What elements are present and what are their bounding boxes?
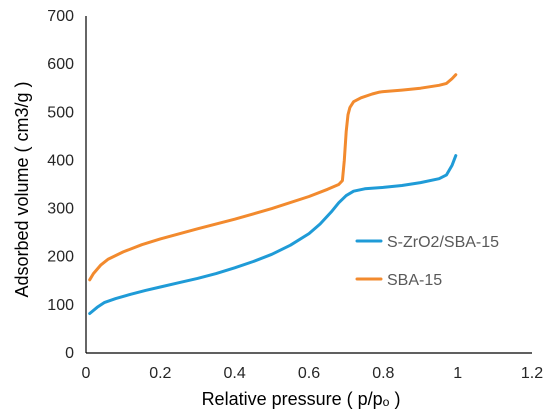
x-tick-label: 0 xyxy=(82,365,91,382)
legend-label: S-ZrO2/SBA-15 xyxy=(387,234,499,251)
y-axis-title: Adsorbed volume ( cm3/g ) xyxy=(12,81,32,297)
x-tick-label: 0.2 xyxy=(149,365,171,382)
series-lines xyxy=(88,73,458,315)
y-tick-label: 100 xyxy=(47,297,74,314)
x-tick-label: 1 xyxy=(453,365,462,382)
y-tick-label: 0 xyxy=(65,345,74,362)
x-axis-title: Relative pressure ( p/pₒ ) xyxy=(202,389,401,409)
y-tick-label: 300 xyxy=(47,201,74,218)
y-tick-label: 500 xyxy=(47,104,74,121)
y-tick-label: 700 xyxy=(47,8,74,25)
x-tick-label: 0.8 xyxy=(372,365,394,382)
y-tick-label: 600 xyxy=(47,56,74,73)
series-line-sba-15 xyxy=(88,73,458,282)
y-tick-label: 200 xyxy=(47,249,74,266)
x-tick-label: 1.2 xyxy=(521,365,543,382)
x-tick-label: 0.4 xyxy=(224,365,246,382)
x-tick-label: 0.6 xyxy=(298,365,320,382)
y-tick-label: 400 xyxy=(47,152,74,169)
legend-label: SBA-15 xyxy=(387,272,442,289)
series-line-s-zro2-sba-15 xyxy=(88,154,458,315)
x-axis-tick-labels: 0 0.2 0.4 0.6 0.8 1 1.2 xyxy=(82,365,544,382)
y-axis-tick-labels: 0 100 200 300 400 500 600 700 xyxy=(47,8,74,362)
legend: S-ZrO2/SBA-15 SBA-15 xyxy=(355,234,499,289)
